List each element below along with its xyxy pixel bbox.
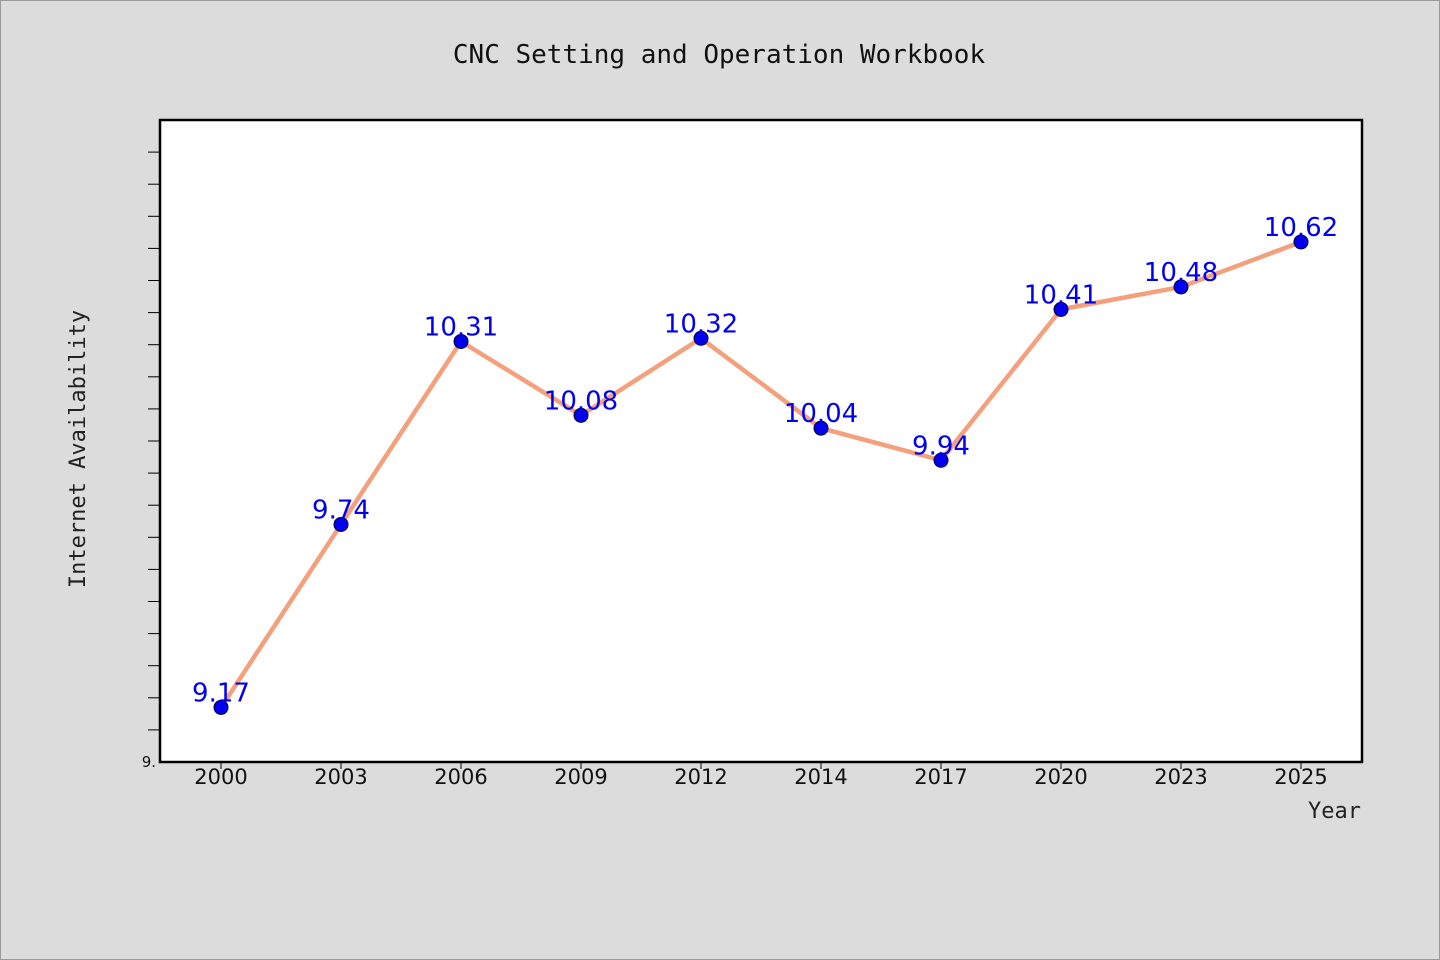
data-point [453,333,469,349]
chart-title: CNC Setting and Operation Workbook [453,40,986,70]
y-axis-label: Internet Availability [66,310,91,588]
data-label: 10.32 [664,309,738,339]
y-tick-label: 9. [142,753,156,771]
x-tick-label: 2014 [794,765,847,789]
x-tick-label: 2020 [1034,765,1087,789]
x-tick-label: 2012 [674,765,727,789]
data-point [1053,301,1069,317]
data-point [813,420,829,436]
x-tick-label: 2025 [1274,765,1327,789]
x-tick-label: 2000 [194,765,247,789]
x-tick-label: 2006 [434,765,487,789]
series-line [219,239,1302,709]
data-label: 10.04 [784,399,858,429]
data-label: 10.62 [1264,213,1338,243]
series-layer: 9.17 9.74 10.31 10.08 10.32 10.04 9.94 10.41 10.… [192,213,1338,715]
x-tick-label: 2009 [554,765,607,789]
data-point [1173,279,1189,295]
x-tick-label: 2023 [1154,765,1207,789]
data-label: 10.31 [424,312,498,342]
data-label: 9.74 [312,495,370,525]
data-point [1293,234,1309,250]
data-label: 9.17 [192,678,250,708]
x-tick-label: 2017 [914,765,967,789]
data-point [693,330,709,346]
data-point [333,516,349,532]
data-point [573,407,589,423]
y-axis-ticks: 9. [142,151,160,771]
data-label: 10.08 [544,386,618,416]
plot-area [158,118,1364,764]
data-point [933,452,949,468]
data-label: 10.41 [1024,280,1098,310]
data-point [213,699,229,715]
data-label: 10.48 [1144,258,1218,288]
x-tick-label: 2003 [314,765,367,789]
x-axis-label: Year [1308,799,1361,824]
data-label: 9.94 [912,431,970,461]
x-axis-ticks: 2000 2003 2006 2009 2012 2014 2017 2020 2023 2025 [194,762,1328,789]
